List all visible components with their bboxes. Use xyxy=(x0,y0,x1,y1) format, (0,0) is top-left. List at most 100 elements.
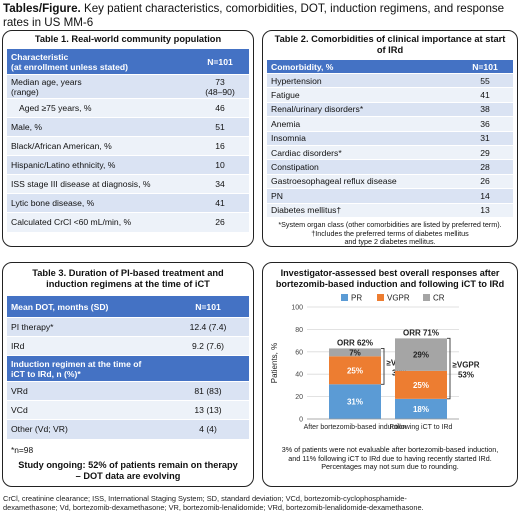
figure-note2: and 11% following iCT to IRd due to havi… xyxy=(288,453,492,463)
data-label: 7% xyxy=(349,348,361,357)
table2-row-value: 36 xyxy=(457,116,513,132)
legend-swatch xyxy=(341,294,348,301)
footer-line2: dexamethasone; Vd, bortezomib-dexamethas… xyxy=(3,503,424,513)
table2-row-value: 14 xyxy=(457,188,513,204)
table3-header-row: Mean DOT, months (SD) N=101 xyxy=(7,295,249,318)
data-label: 29% xyxy=(413,351,429,360)
heading-label: Tables/Figure. xyxy=(3,2,81,15)
table3-row-label: IRd xyxy=(7,336,167,356)
vgpr-bracket xyxy=(447,337,451,400)
table1-header-row: Characteristic (at enrollment unless stat… xyxy=(7,48,249,75)
legend-label: VGPR xyxy=(387,294,410,303)
table-row: VRd 81 (83) xyxy=(7,381,249,401)
table1-row-label: Calculated CrCl <60 mL/min, % xyxy=(7,212,191,232)
table1-row-value: 16 xyxy=(191,136,249,156)
figure-note3: Percentages may not sum due to rounding. xyxy=(321,462,459,471)
table1-row-label: Median age, years xyxy=(11,76,82,87)
table2-row-label: Diabetes mellitus† xyxy=(267,202,457,218)
category-label: Following iCT to IRd xyxy=(390,424,453,431)
data-label: 25% xyxy=(347,366,363,375)
data-label: 25% xyxy=(413,381,429,390)
bar-segment xyxy=(395,338,447,371)
y-tick-label: 100 xyxy=(291,305,303,312)
table-row: Calculated CrCl <60 mL/min, % 26 xyxy=(7,212,249,232)
table-row: Male, % 51 xyxy=(7,117,249,137)
table3-panel: Table 3. Duration of PI-based treatment … xyxy=(2,262,254,487)
table-row: Diabetes mellitus† 13 xyxy=(267,202,513,218)
table3-subheader-line1: Induction regimen at the time of xyxy=(11,358,142,369)
table3-row-label: Other (Vd; VR) xyxy=(7,419,167,439)
table-row: Black/African American, % 16 xyxy=(7,136,249,156)
table1-row-value: 26 xyxy=(191,212,249,232)
table-row: VCd 13 (13) xyxy=(7,400,249,420)
table3-row-value: 81 (83) xyxy=(167,381,249,401)
table-row: Gastroesophageal reflux disease 26 xyxy=(267,173,513,189)
table3-row-value: 12.4 (7.4) xyxy=(167,317,249,337)
table2-row-label: Fatigue xyxy=(267,87,457,103)
category-label: After bortezomib-based induction xyxy=(304,424,407,431)
y-tick-label: 80 xyxy=(295,327,303,334)
table2-note1: *System organ class (other comorbidities… xyxy=(278,220,502,230)
legend-swatch xyxy=(423,294,430,301)
table2-row-label: Gastroesophageal reflux disease xyxy=(267,173,457,189)
table1-col1: Characteristic xyxy=(11,51,69,62)
bar-segment xyxy=(395,370,447,399)
figure-panel: Investigator-assessed best overall respo… xyxy=(262,262,518,487)
table2-row-label: PN xyxy=(267,188,457,204)
table3-row-label: VRd xyxy=(7,381,167,401)
orr-label: ORR 71% xyxy=(403,328,439,337)
table1-title: Table 1. Real-world community population xyxy=(34,34,222,44)
table-row: ISS stage III disease at diagnosis, % 34 xyxy=(7,174,249,194)
table1-row-label: Lytic bone disease, % xyxy=(7,193,191,213)
table1-row-value: 51 xyxy=(191,117,249,137)
legend-swatch xyxy=(377,294,384,301)
table2-row-label: Insomnia xyxy=(267,130,457,146)
table2-row-value: 55 xyxy=(457,72,513,88)
table1-row-value: 34 xyxy=(191,174,249,194)
figure-note1: 3% of patients were not evaluable after … xyxy=(281,445,499,454)
data-label: 31% xyxy=(347,398,363,407)
table-row: Median age, years (range) 73 (48–90) xyxy=(7,74,249,99)
y-tick-label: 0 xyxy=(299,417,303,424)
heading-text: Key patient characteristics, comorbiditi… xyxy=(3,2,505,29)
table1-row-value2: (48–90) xyxy=(205,86,235,97)
table2-row-value: 29 xyxy=(457,144,513,160)
legend-label: PR xyxy=(351,294,362,303)
table-row: IRd 9.2 (7.6) xyxy=(7,336,249,356)
table2-col1: Comorbidity, % xyxy=(267,59,457,74)
table1-row-label2: (range) xyxy=(11,86,39,97)
table2-title: Table 2. Comorbidities of clinical impor… xyxy=(274,34,506,55)
table1-row-label: ISS stage III disease at diagnosis, % xyxy=(7,174,191,194)
figure-title-line2: bortezomib-based induction and following… xyxy=(275,279,505,289)
table-row: Aged ≥75 years, % 46 xyxy=(7,98,249,118)
table3-title-line2: induction regimens at the time of iCT xyxy=(46,279,210,289)
table-row: Fatigue 41 xyxy=(267,87,513,103)
table1-row-value: 10 xyxy=(191,155,249,175)
bar-segment xyxy=(329,348,381,357)
table-row: Renal/urinary disorders* 38 xyxy=(267,101,513,117)
y-tick-label: 20 xyxy=(295,394,303,401)
table-row: Anemia 36 xyxy=(267,116,513,132)
legend-label: CR xyxy=(433,294,445,303)
table1-row-label: Aged ≥75 years, % xyxy=(7,98,191,118)
bar-segment xyxy=(329,356,381,385)
table2-row-label: Renal/urinary disorders* xyxy=(267,101,457,117)
y-tick-label: 60 xyxy=(295,349,303,356)
table1-row-label: Black/African American, % xyxy=(7,136,191,156)
figure-title: Investigator-assessed best overall respo… xyxy=(263,263,517,290)
table2-row-value: 31 xyxy=(457,130,513,146)
table2-row-label: Cardiac disorders* xyxy=(267,144,457,160)
table-row: Hypertension 55 xyxy=(267,72,513,88)
vgpr-label: ≥VGPR xyxy=(452,361,479,370)
table1-row-value: 73 xyxy=(215,76,225,87)
table1-panel: Table 1. Real-world community population… xyxy=(2,30,254,247)
table2: Comorbidity, % N=101 Hypertension 55 Fati… xyxy=(267,59,513,218)
page-heading: Tables/Figure. Key patient characteristi… xyxy=(3,2,517,29)
table2-row-value: 41 xyxy=(457,87,513,103)
table-row: PN 14 xyxy=(267,188,513,204)
table3-col1: Mean DOT, months (SD) xyxy=(7,295,167,318)
vgpr-value: 53% xyxy=(458,371,474,380)
table3-row-label: VCd xyxy=(7,400,167,420)
table2-row-label: Constipation xyxy=(267,159,457,175)
table-row: Hispanic/Latino ethnicity, % 10 xyxy=(7,155,249,175)
